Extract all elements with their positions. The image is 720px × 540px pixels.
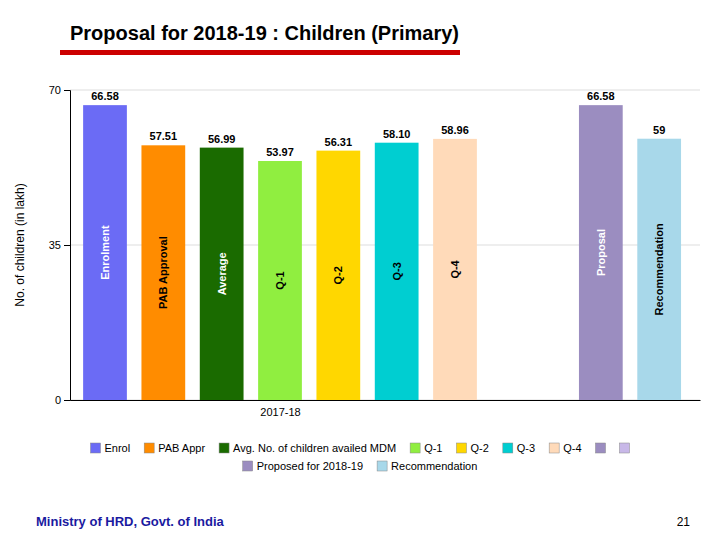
plot: 66.58 Enrolment 57.51 PAB Approval 56.99 Aver… bbox=[49, 84, 701, 418]
bar bbox=[637, 139, 681, 400]
legend-label: Q-3 bbox=[517, 442, 535, 454]
y-tick-mark bbox=[64, 245, 70, 246]
value-label: 58.10 bbox=[383, 128, 411, 140]
legend-label: Recommendation bbox=[391, 460, 477, 472]
bar-texts: 66.58 Enrolment 57.51 PAB Approval 56.99 Aver… bbox=[91, 90, 665, 315]
legend-item: Proposed for 2018-19 bbox=[243, 460, 363, 472]
value-label: 53.97 bbox=[266, 146, 294, 158]
bar-label: Q-1 bbox=[274, 271, 286, 289]
y-tick-label: 0 bbox=[55, 394, 61, 406]
legend-swatch bbox=[91, 443, 101, 453]
legend-label: Enrol bbox=[105, 442, 131, 454]
chart-svg: Proposal for 2018-19 : Children (Primary… bbox=[0, 0, 720, 540]
legend-item: Q-2 bbox=[456, 442, 488, 454]
y-tick-label: 35 bbox=[49, 239, 61, 251]
title-rule bbox=[60, 50, 460, 55]
x-tick: 2017-18 bbox=[260, 406, 300, 418]
bar bbox=[579, 105, 623, 400]
legend-swatch bbox=[410, 443, 420, 453]
title: Proposal for 2018-19 : Children (Primary… bbox=[70, 22, 459, 44]
x-tick-label: 2017-18 bbox=[260, 406, 300, 418]
bar-label: Average bbox=[216, 252, 228, 295]
bar-label: Q-3 bbox=[391, 262, 403, 280]
bar bbox=[375, 143, 419, 400]
bar-label: Enrolment bbox=[99, 225, 111, 280]
value-label: 66.58 bbox=[587, 90, 615, 102]
legend: Enrol PAB Appr Avg. No. of children availe… bbox=[91, 442, 630, 472]
legend-swatch bbox=[596, 443, 606, 453]
legend-item: Avg. No. of children availed MDM bbox=[219, 442, 396, 454]
bars bbox=[83, 105, 681, 400]
page-number: 21 bbox=[677, 515, 691, 529]
y-tick: 0 bbox=[55, 394, 70, 406]
legend-swatch bbox=[620, 443, 630, 453]
legend-label: Q-2 bbox=[470, 442, 488, 454]
legend-item: Recommendation bbox=[377, 460, 477, 472]
legend-item bbox=[596, 443, 606, 453]
bar-label: Q-2 bbox=[332, 266, 344, 284]
value-label: 57.51 bbox=[150, 130, 178, 142]
legend-label: Q-1 bbox=[424, 442, 442, 454]
legend-swatch bbox=[144, 443, 154, 453]
legend-label: Q-4 bbox=[563, 442, 581, 454]
y-tick: 35 bbox=[49, 239, 70, 251]
bar bbox=[141, 145, 185, 400]
y-axis: 0 35 70 bbox=[49, 84, 71, 406]
legend-swatch bbox=[503, 443, 513, 453]
value-label: 58.96 bbox=[441, 124, 469, 136]
legend-item bbox=[620, 443, 630, 453]
y-tick-mark bbox=[64, 90, 70, 91]
legend-item: PAB Appr bbox=[144, 442, 205, 454]
legend-label: Proposed for 2018-19 bbox=[257, 460, 363, 472]
value-label: 66.58 bbox=[91, 90, 119, 102]
bar bbox=[258, 161, 302, 400]
legend-label: Avg. No. of children availed MDM bbox=[233, 442, 396, 454]
legend-swatch bbox=[377, 461, 387, 471]
bar bbox=[83, 105, 127, 400]
value-label: 56.31 bbox=[325, 136, 353, 148]
bar bbox=[433, 139, 477, 400]
y-tick-label: 70 bbox=[49, 84, 61, 96]
grid bbox=[70, 90, 700, 400]
bar-label: Q-4 bbox=[449, 259, 461, 278]
bar-label: Recommendation bbox=[653, 223, 665, 316]
legend-label: PAB Appr bbox=[158, 442, 205, 454]
bar-label: Proposal bbox=[595, 229, 607, 276]
legend-swatch bbox=[456, 443, 466, 453]
legend-swatch bbox=[549, 443, 559, 453]
legend-swatch bbox=[219, 443, 229, 453]
legend-swatch bbox=[243, 461, 253, 471]
bar bbox=[200, 148, 244, 400]
bar-label: PAB Approval bbox=[157, 236, 169, 309]
legend-item: Q-4 bbox=[549, 442, 581, 454]
footer: Ministry of HRD, Govt. of India bbox=[36, 514, 225, 529]
y-axis-title: No. of children (in lakh) bbox=[13, 183, 27, 306]
y-tick: 70 bbox=[49, 84, 70, 96]
legend-item: Q-3 bbox=[503, 442, 535, 454]
value-label: 56.99 bbox=[208, 133, 236, 145]
legend-item: Enrol bbox=[91, 442, 131, 454]
y-tick-mark bbox=[64, 400, 70, 401]
x-axis-line bbox=[71, 400, 701, 401]
x-axis: 2017-18 bbox=[71, 401, 701, 418]
y-axis-line bbox=[64, 91, 71, 401]
value-label: 59 bbox=[653, 124, 665, 136]
bar bbox=[316, 151, 360, 400]
legend-item: Q-1 bbox=[410, 442, 442, 454]
